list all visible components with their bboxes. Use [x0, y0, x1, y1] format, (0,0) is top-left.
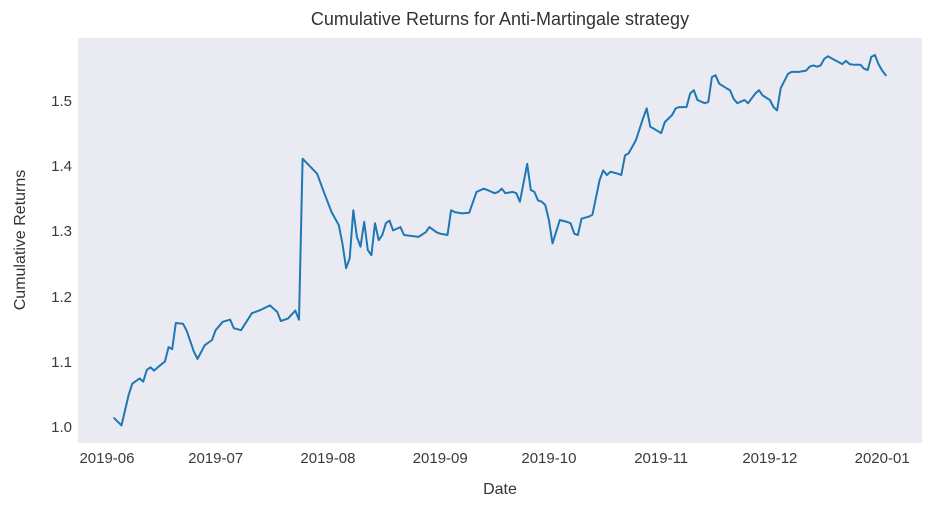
y-tick-label: 1.3 [51, 223, 72, 241]
x-tick-label: 2019-11 [634, 450, 689, 467]
x-tick-label: 2020-01 [854, 450, 910, 467]
y-tick-label: 1.5 [51, 92, 72, 110]
line-chart-canvas [113, 54, 887, 427]
x-tick-label: 2019-12 [742, 450, 798, 467]
chart-title: Cumulative Returns for Anti-Martingale s… [310, 9, 690, 29]
x-tick-label: 2019-08 [300, 450, 356, 467]
x-tick-label: 2019-10 [521, 450, 577, 467]
line-series [113, 54, 887, 427]
y-axis-label: Cumulative Returns [12, 169, 29, 311]
plot-area [78, 38, 922, 443]
y-tick-label: 1.2 [51, 288, 72, 306]
y-tick-label: 1.0 [51, 419, 72, 436]
x-tick-label: 2019-09 [412, 450, 468, 467]
x-tick-label: 2019-07 [188, 450, 244, 467]
y-tick-label: 1.4 [51, 158, 72, 176]
x-tick-label: 2019-06 [79, 450, 135, 467]
x-axis-label: Date [483, 481, 517, 498]
y-tick-label: 1.1 [51, 353, 72, 371]
